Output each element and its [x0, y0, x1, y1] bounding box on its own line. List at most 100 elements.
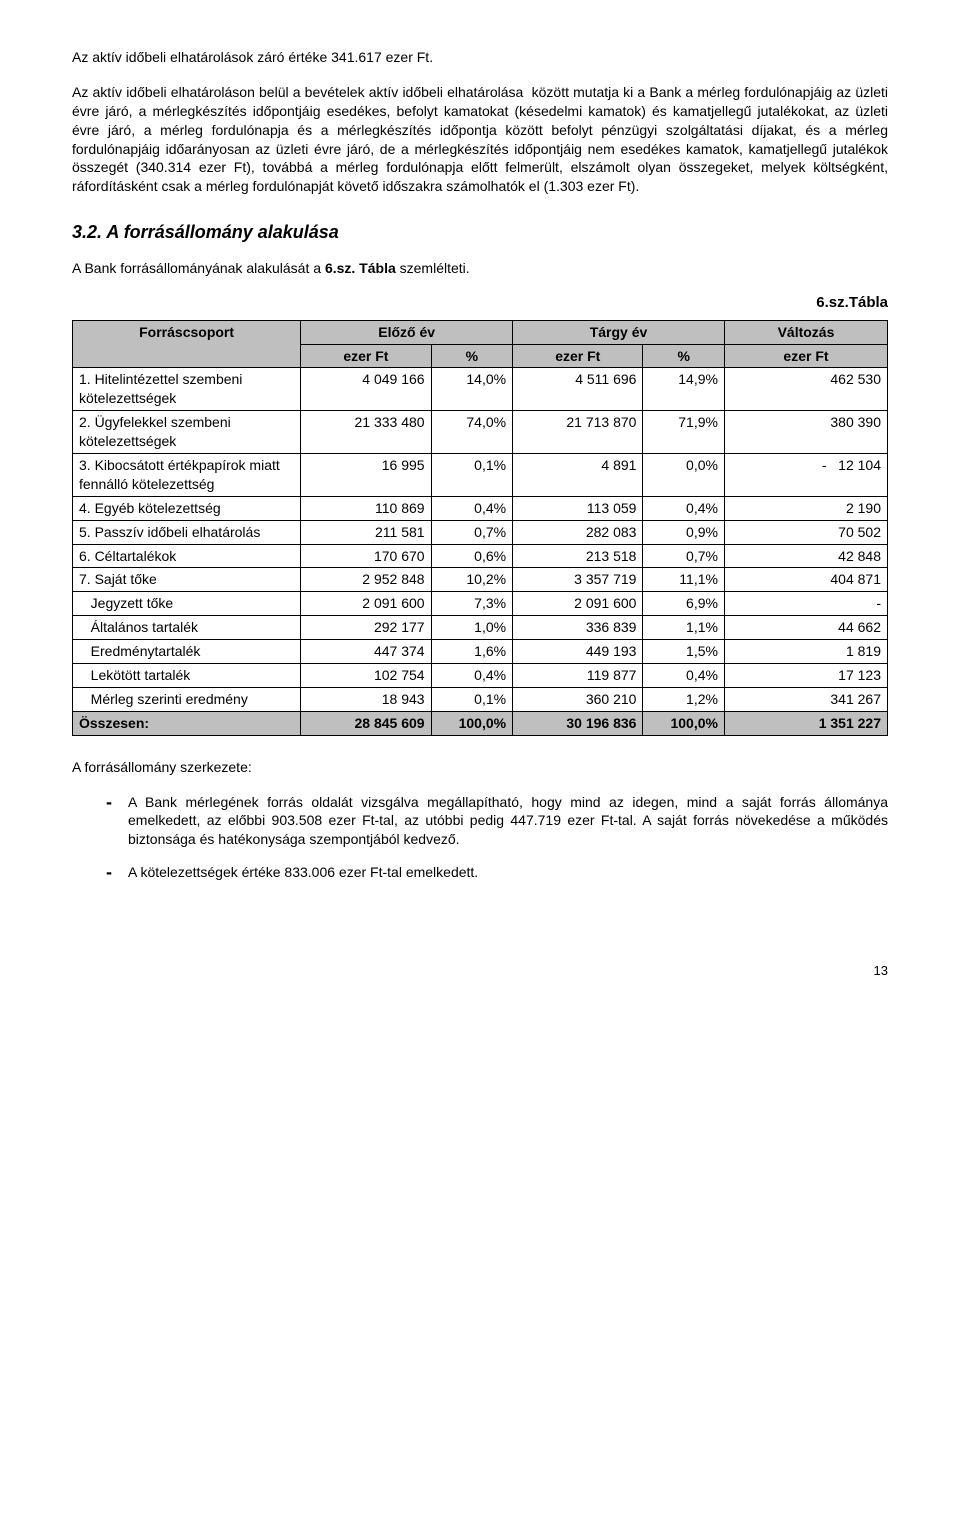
list-item: -A kötelezettségek értéke 833.006 ezer F…	[106, 863, 888, 882]
table-row: 4. Egyéb kötelezettség110 869 0,4%113 059…	[73, 496, 888, 520]
cell-label: 6. Céltartalékok	[73, 544, 301, 568]
cell-prev-ft: 21 333 480	[301, 411, 431, 454]
cell-cur-ft: 449 193	[513, 640, 643, 664]
cell-cur-pct: 0,7%	[643, 544, 725, 568]
cell-label: 3. Kibocsátott értékpapírok miatt fennál…	[73, 454, 301, 497]
cell-cur-pct: 6,9%	[643, 592, 725, 616]
cell-cur-pct: 71,9%	[643, 411, 725, 454]
cell-cur-pct: 0,4%	[643, 664, 725, 688]
cell-prev-pct: 14,0%	[431, 368, 513, 411]
cell-chg: 341 267	[724, 687, 887, 711]
cell-prev-ft: 292 177	[301, 616, 431, 640]
cell-chg: - 12 104	[724, 454, 887, 497]
table-totals-row: Összesen:28 845 609100,0%30 196 836100,0…	[73, 711, 888, 735]
col-valtozas: Változás	[724, 320, 887, 344]
table-row: Általános tartalék292 1771,0%336 8391,1%…	[73, 616, 888, 640]
cell-prev-pct: 1,6%	[431, 640, 513, 664]
cell-prev-pct: 0,4%	[431, 664, 513, 688]
cell-cur-pct: 1,5%	[643, 640, 725, 664]
col-forrascsoport: Forráscsoport	[73, 320, 301, 368]
table-row: 5. Passzív időbeli elhatárolás211 5810,7…	[73, 520, 888, 544]
cell-prev-ft: 211 581	[301, 520, 431, 544]
cell-chg: 44 662	[724, 616, 887, 640]
cell-cur-ft: 4 511 696	[513, 368, 643, 411]
table-row: Eredménytartalék447 3741,6%449 1931,5%1 …	[73, 640, 888, 664]
cell-prev-pct: 0,6%	[431, 544, 513, 568]
cell-chg: 17 123	[724, 664, 887, 688]
cell-prev-pct: 0,7%	[431, 520, 513, 544]
cell-label: 1. Hitelintézettel szembeni kötelezettsé…	[73, 368, 301, 411]
table-caption: 6.sz.Tábla	[72, 293, 888, 313]
cell-cur-pct: 11,1%	[643, 568, 725, 592]
cell-chg: 42 848	[724, 544, 887, 568]
cell-cur-pct: 0,0%	[643, 454, 725, 497]
col-prev-ft: ezer Ft	[301, 344, 431, 368]
cell-label: 4. Egyéb kötelezettség	[73, 496, 301, 520]
table-header-row-1: Forráscsoport Előző év Tárgy év Változás	[73, 320, 888, 344]
cell-cur-ft: 113 059	[513, 496, 643, 520]
cell-cur-pct: 100,0%	[643, 711, 725, 735]
cell-prev-ft: 110 869	[301, 496, 431, 520]
cell-label: Általános tartalék	[73, 616, 301, 640]
cell-chg: 70 502	[724, 520, 887, 544]
cell-prev-pct: 74,0%	[431, 411, 513, 454]
cell-prev-ft: 18 943	[301, 687, 431, 711]
table-row: 7. Saját tőke2 952 84810,2%3 357 71911,1…	[73, 568, 888, 592]
cell-chg: 462 530	[724, 368, 887, 411]
cell-label: Eredménytartalék	[73, 640, 301, 664]
cell-prev-ft: 4 049 166	[301, 368, 431, 411]
cell-cur-pct: 0,4%	[643, 496, 725, 520]
cell-chg: 1 351 227	[724, 711, 887, 735]
cell-label: 7. Saját tőke	[73, 568, 301, 592]
table-row: Mérleg szerinti eredmény18 9430,1%360 21…	[73, 687, 888, 711]
cell-cur-ft: 119 877	[513, 664, 643, 688]
dash-icon: -	[106, 793, 128, 850]
cell-chg: 404 871	[724, 568, 887, 592]
cell-chg: 380 390	[724, 411, 887, 454]
cell-cur-ft: 360 210	[513, 687, 643, 711]
table-row: Jegyzett tőke2 091 6007,3%2 091 6006,9%-	[73, 592, 888, 616]
table-row: 2. Ügyfelekkel szembeni kötelezettségek2…	[73, 411, 888, 454]
cell-label: Mérleg szerinti eredmény	[73, 687, 301, 711]
cell-cur-ft: 213 518	[513, 544, 643, 568]
cell-prev-pct: 7,3%	[431, 592, 513, 616]
paragraph-structure: A forrásállomány szerkezete:	[72, 758, 888, 777]
section-heading: 3.2. A forrásállomány alakulása	[72, 220, 888, 244]
cell-prev-ft: 447 374	[301, 640, 431, 664]
paragraph-intro-1: Az aktív időbeli elhatárolások záró érté…	[72, 48, 888, 67]
col-targy-ev: Tárgy év	[513, 320, 725, 344]
cell-prev-ft: 170 670	[301, 544, 431, 568]
table-row: 3. Kibocsátott értékpapírok miatt fennál…	[73, 454, 888, 497]
col-cur-ft: ezer Ft	[513, 344, 643, 368]
cell-prev-pct: 0,1%	[431, 687, 513, 711]
cell-cur-pct: 14,9%	[643, 368, 725, 411]
liability-table: Forráscsoport Előző év Tárgy év Változás…	[72, 320, 888, 736]
col-elozo-ev: Előző év	[301, 320, 513, 344]
cell-label: Lekötött tartalék	[73, 664, 301, 688]
cell-cur-ft: 336 839	[513, 616, 643, 640]
col-prev-pct: %	[431, 344, 513, 368]
cell-prev-ft: 16 995	[301, 454, 431, 497]
cell-prev-pct: 1,0%	[431, 616, 513, 640]
cell-label: 5. Passzív időbeli elhatárolás	[73, 520, 301, 544]
cell-cur-ft: 30 196 836	[513, 711, 643, 735]
cell-prev-ft: 2 952 848	[301, 568, 431, 592]
cell-prev-ft: 102 754	[301, 664, 431, 688]
cell-label: Összesen:	[73, 711, 301, 735]
cell-cur-pct: 0,9%	[643, 520, 725, 544]
bullet-list: -A Bank mérlegének forrás oldalát vizsgá…	[106, 793, 888, 883]
cell-chg: 2 190	[724, 496, 887, 520]
list-text: A Bank mérlegének forrás oldalát vizsgál…	[128, 793, 888, 850]
cell-prev-pct: 10,2%	[431, 568, 513, 592]
cell-cur-pct: 1,2%	[643, 687, 725, 711]
cell-prev-pct: 0,1%	[431, 454, 513, 497]
cell-chg: 1 819	[724, 640, 887, 664]
cell-label: 2. Ügyfelekkel szembeni kötelezettségek	[73, 411, 301, 454]
cell-cur-ft: 3 357 719	[513, 568, 643, 592]
paragraph-intro-2: Az aktív időbeli elhatároláson belül a b…	[72, 83, 888, 196]
col-chg-ft: ezer Ft	[724, 344, 887, 368]
cell-cur-ft: 21 713 870	[513, 411, 643, 454]
col-cur-pct: %	[643, 344, 725, 368]
dash-icon: -	[106, 863, 128, 882]
table-row: 6. Céltartalékok170 6700,6%213 5180,7%42…	[73, 544, 888, 568]
